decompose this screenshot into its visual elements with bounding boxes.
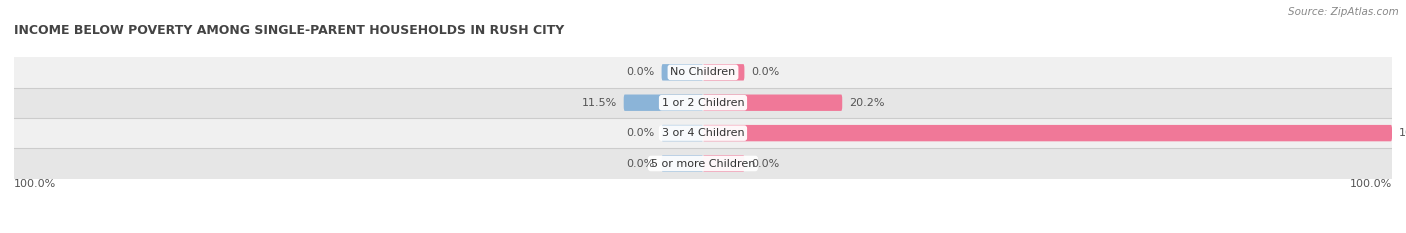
FancyBboxPatch shape — [703, 64, 744, 81]
Text: 5 or more Children: 5 or more Children — [651, 158, 755, 168]
Text: 0.0%: 0.0% — [627, 158, 655, 168]
Bar — [14, 57, 1392, 88]
FancyBboxPatch shape — [662, 64, 703, 81]
Text: 0.0%: 0.0% — [751, 67, 779, 77]
Text: 11.5%: 11.5% — [582, 98, 617, 108]
Text: Source: ZipAtlas.com: Source: ZipAtlas.com — [1288, 7, 1399, 17]
Text: 3 or 4 Children: 3 or 4 Children — [662, 128, 744, 138]
Text: 0.0%: 0.0% — [751, 158, 779, 168]
Bar — [14, 148, 1392, 179]
Text: 100.0%: 100.0% — [14, 179, 56, 189]
Text: No Children: No Children — [671, 67, 735, 77]
Bar — [14, 118, 1392, 148]
Text: 0.0%: 0.0% — [627, 128, 655, 138]
FancyBboxPatch shape — [703, 155, 744, 172]
Bar — [14, 88, 1392, 118]
FancyBboxPatch shape — [624, 95, 703, 111]
FancyBboxPatch shape — [703, 95, 842, 111]
Text: INCOME BELOW POVERTY AMONG SINGLE-PARENT HOUSEHOLDS IN RUSH CITY: INCOME BELOW POVERTY AMONG SINGLE-PARENT… — [14, 24, 564, 37]
Text: 1 or 2 Children: 1 or 2 Children — [662, 98, 744, 108]
Text: 100.0%: 100.0% — [1399, 128, 1406, 138]
Text: 20.2%: 20.2% — [849, 98, 884, 108]
FancyBboxPatch shape — [662, 155, 703, 172]
FancyBboxPatch shape — [662, 125, 703, 141]
Text: 100.0%: 100.0% — [1350, 179, 1392, 189]
Text: 0.0%: 0.0% — [627, 67, 655, 77]
FancyBboxPatch shape — [703, 125, 1392, 141]
